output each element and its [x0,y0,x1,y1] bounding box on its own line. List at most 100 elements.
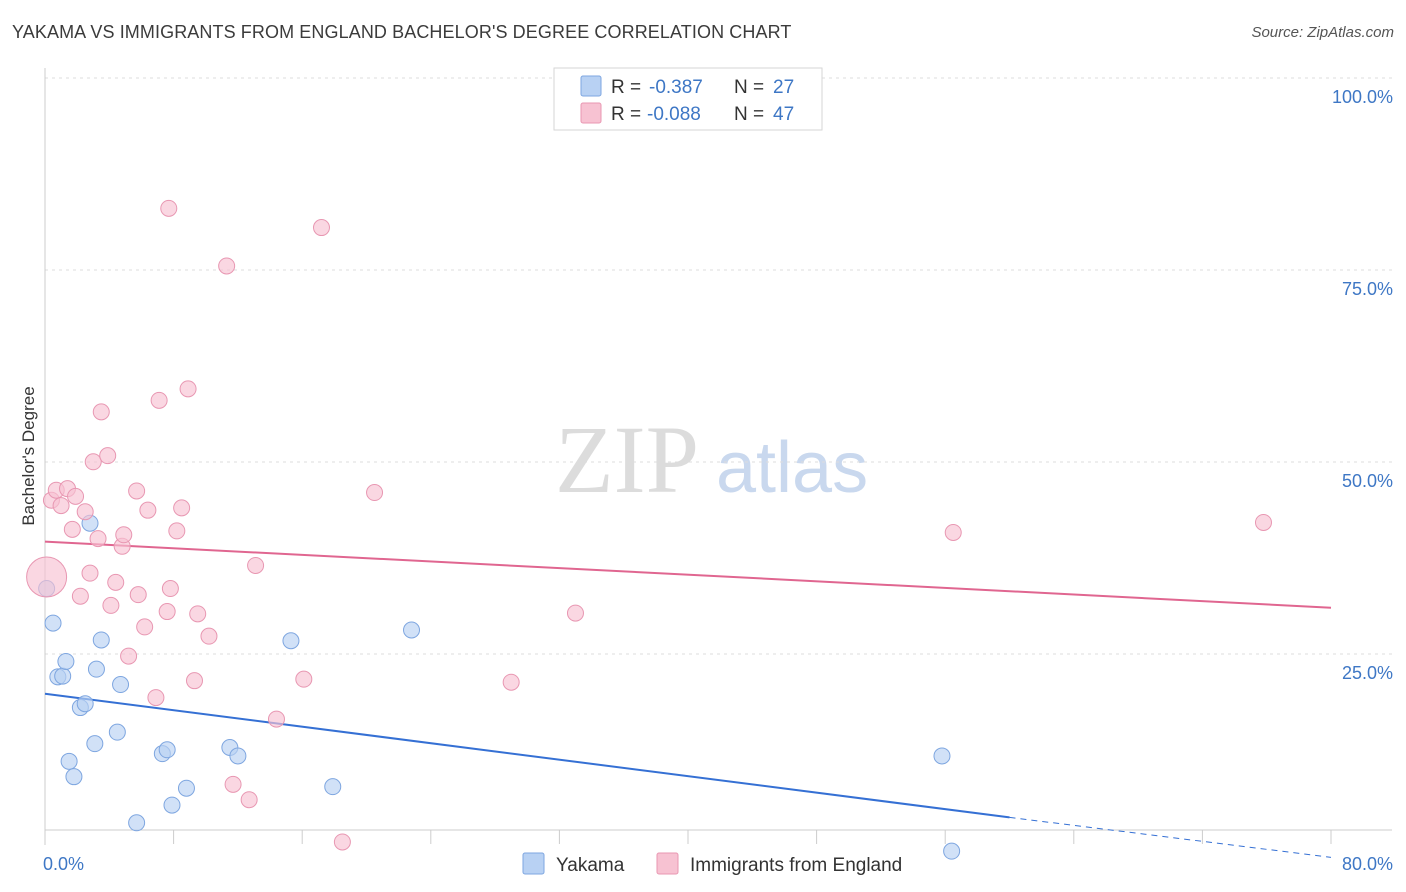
point-pink-26 [160,199,178,217]
point-pink-15 [107,573,125,591]
bottom-legend: Yakama Immigrants from England [522,852,902,876]
point-pink-27 [161,580,179,598]
point-pink-11 [89,530,107,548]
point-pink-37 [247,556,265,574]
chart-source: Source: ZipAtlas.com [1251,24,1394,41]
tick-labels: 100.0% 75.0% 50.0% 25.0% 0.0% 80.0% [43,87,1393,874]
point-blue-22 [282,632,300,650]
point-pink-7 [71,587,89,605]
bottom-legend-label-england: Immigrants from England [690,855,902,876]
legend-r-label-2: R = [611,104,641,125]
point-pink-14 [102,596,120,614]
point-pink-3 [52,497,70,515]
legend-r-value-2: -0.088 [647,104,701,125]
point-pink-10 [84,453,102,471]
point-blue-18 [163,796,181,814]
point-blue-8 [76,695,94,713]
legend-n-label-1: N = [734,77,764,98]
legend-n-value-2: 47 [773,104,794,125]
point-pink-25 [158,603,176,621]
point-pink-32 [189,605,207,623]
point-pink-6 [67,487,85,505]
data-points [26,199,1272,860]
point-blue-15 [128,814,146,832]
x-tick-label-1: 80.0% [1342,854,1393,874]
trend-line-blue [44,692,1010,819]
point-blue-11 [87,660,105,678]
chart-title: YAKAMA VS IMMIGRANTS FROM ENGLAND BACHEL… [12,22,792,42]
point-pink-21 [136,618,154,636]
watermark-zip: ZIP [555,406,699,513]
y-tick-label-1: 75.0% [1342,279,1393,299]
point-blue-19 [177,779,195,797]
point-blue-6 [65,768,83,786]
point-blue-26 [943,842,961,860]
legend-n-value-1: 27 [773,77,794,98]
point-pink-45 [944,523,962,541]
point-pink-20 [129,586,147,604]
point-blue-17 [158,741,176,759]
point-pink-30 [179,380,197,398]
point-blue-10 [86,735,104,753]
point-blue-13 [108,723,126,741]
point-pink-35 [224,775,242,793]
legend-r-value-1: -0.387 [649,77,703,98]
point-pink-38 [267,710,285,728]
bottom-legend-swatch-yakama [522,852,545,875]
point-pink-42 [366,484,384,502]
point-blue-14 [112,676,130,694]
watermark-atlas: atlas [716,428,868,508]
y-tick-label-3: 25.0% [1342,663,1393,683]
point-pink-46 [1254,513,1272,531]
y-axis-label: Bachelor's Degree [19,386,38,525]
point-pink-40 [312,219,330,237]
legend-swatch-pink [580,102,602,124]
bottom-legend-swatch-england [656,852,679,875]
point-blue-21 [229,747,247,765]
legend-n-label-2: N = [734,104,764,125]
point-pink-18 [120,647,138,665]
x-tick-label-0: 0.0% [43,854,84,874]
point-pink-44 [566,604,584,622]
point-pink-31 [185,672,203,690]
point-blue-23 [324,778,342,796]
point-pink-12 [92,403,110,421]
point-pink-22 [139,501,157,519]
point-pink-41 [333,833,351,851]
point-pink-33 [200,627,218,645]
y-tick-label-2: 50.0% [1342,471,1393,491]
trend-lines [44,540,1332,858]
point-blue-5 [60,752,78,770]
legend-r-label-1: R = [611,77,641,98]
point-pink-34 [218,257,236,275]
point-pink-43 [502,673,520,691]
y-tick-label-0: 100.0% [1332,87,1393,107]
legend-swatch-blue [580,75,602,97]
point-blue-3 [54,667,72,685]
point-pink-28 [168,522,186,540]
point-pink-0 [26,556,68,598]
point-blue-4 [57,652,75,670]
point-blue-25 [933,747,951,765]
axes [44,68,1392,845]
point-pink-9 [81,564,99,582]
legend: R = -0.387 N = 27 R = -0.088 N = 47 [553,67,823,131]
point-pink-39 [295,670,313,688]
bottom-legend-label-yakama: Yakama [556,855,625,876]
point-blue-1 [44,614,62,632]
point-pink-23 [147,689,165,707]
point-pink-19 [128,482,146,500]
gridlines [45,77,1392,655]
point-pink-29 [173,499,191,517]
point-pink-17 [115,526,133,544]
point-blue-24 [403,621,421,639]
point-blue-12 [92,631,110,649]
trend-line-pink [44,540,1332,609]
point-pink-13 [99,447,117,465]
point-pink-5 [63,520,81,538]
point-pink-24 [150,391,168,409]
point-pink-8 [76,503,94,521]
point-pink-36 [240,791,258,809]
trend-line-dashed-blue [1009,816,1332,858]
